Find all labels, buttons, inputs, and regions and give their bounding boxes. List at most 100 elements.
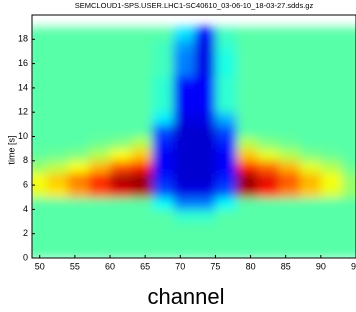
heatmap-cell (110, 88, 132, 101)
heatmap-cell (173, 149, 195, 162)
heatmap-cell (110, 222, 132, 235)
heatmap-cell (68, 234, 90, 247)
heatmap-cell (152, 39, 174, 52)
heatmap-cell (215, 185, 237, 198)
heatmap-cell (279, 209, 301, 222)
heatmap-cell (237, 76, 259, 89)
heatmap-cell (110, 64, 132, 77)
heatmap-cell (321, 173, 343, 186)
heatmap-cell (342, 197, 356, 210)
heatmap-cell (110, 100, 132, 113)
heatmap-cell (279, 222, 301, 235)
heatmap-cell (68, 137, 90, 150)
heatmap-cell (68, 185, 90, 198)
heatmap-cell (194, 64, 216, 77)
heatmap-cell (342, 100, 356, 113)
heatmap-cell (321, 137, 343, 150)
heatmap-cell (89, 51, 111, 64)
heatmap-cell (300, 234, 322, 247)
heatmap-cell (89, 197, 111, 210)
x-tick-label: 80 (246, 261, 256, 271)
heatmap-cell (194, 39, 216, 52)
y-tick-label: 10 (18, 131, 28, 141)
heatmap-cell (173, 124, 195, 137)
heatmap-cell (237, 88, 259, 101)
heatmap-cell (194, 197, 216, 210)
heatmap-cell (237, 51, 259, 64)
heatmap-cell (321, 112, 343, 125)
heatmap-cell (215, 149, 237, 162)
heatmap-cell (237, 185, 259, 198)
heatmap-cell (89, 88, 111, 101)
x-tick-label: 60 (105, 261, 115, 271)
heatmap-cell (47, 51, 69, 64)
heatmap-cell (194, 100, 216, 113)
heatmap-cell (68, 246, 90, 259)
heatmap-cell (342, 222, 356, 235)
heatmap-cell (26, 209, 48, 222)
heatmap-cell (131, 222, 153, 235)
y-tick-label: 12 (18, 107, 28, 117)
heatmap-cell (152, 137, 174, 150)
heatmap-cell (173, 88, 195, 101)
heatmap-cell (321, 88, 343, 101)
heatmap-cell (68, 222, 90, 235)
heatmap-cell (300, 27, 322, 40)
heatmap-cell (47, 64, 69, 77)
heatmap-cell (258, 209, 280, 222)
heatmap-cell (215, 51, 237, 64)
heatmap-cell (194, 124, 216, 137)
heatmap-cell (152, 173, 174, 186)
heatmap-cell (194, 161, 216, 174)
heatmap-cell (173, 51, 195, 64)
heatmap-cell (194, 27, 216, 40)
heatmap-cell (131, 112, 153, 125)
heatmap-cell (152, 161, 174, 174)
heatmap-cell (342, 234, 356, 247)
heatmap-cell (342, 209, 356, 222)
heatmap-cell (321, 185, 343, 198)
heatmap-cell (279, 137, 301, 150)
heatmap-cell (342, 64, 356, 77)
heatmap-cell (89, 246, 111, 259)
heatmap-cell (26, 124, 48, 137)
heatmap-cell (342, 246, 356, 259)
heatmap-cell (321, 100, 343, 113)
heatmap-cell (173, 185, 195, 198)
heatmap-cell (152, 246, 174, 259)
heatmap-cell (89, 76, 111, 89)
heatmap-cell (68, 197, 90, 210)
heatmap-cell (26, 149, 48, 162)
heatmap-cell (258, 100, 280, 113)
heatmap-cell (194, 185, 216, 198)
heatmap-cell (279, 27, 301, 40)
heatmap-cell (279, 39, 301, 52)
heatmap-cell (279, 88, 301, 101)
heatmap-cell (321, 27, 343, 40)
heatmap-cell (215, 161, 237, 174)
heatmap-cell (68, 112, 90, 125)
heatmap-cell (279, 161, 301, 174)
heatmap-cell (321, 39, 343, 52)
heatmap-cell (110, 149, 132, 162)
heatmap-cell (131, 209, 153, 222)
heatmap-cell (152, 27, 174, 40)
heatmap-cell (215, 112, 237, 125)
heatmap-cell (152, 124, 174, 137)
heatmap-cell (173, 112, 195, 125)
heatmap-cell (215, 197, 237, 210)
y-tick-label: 14 (18, 82, 28, 92)
heatmap-cell (68, 209, 90, 222)
heatmap-cell (215, 100, 237, 113)
heatmap-cell (89, 149, 111, 162)
heatmap-cell (47, 197, 69, 210)
heatmap-cell (68, 39, 90, 52)
heatmap-cell (215, 246, 237, 259)
heatmap-cell (342, 76, 356, 89)
heatmap-cell (258, 27, 280, 40)
heatmap-cell (26, 51, 48, 64)
heatmap-cell (258, 64, 280, 77)
heatmap-cell (131, 39, 153, 52)
heatmap-cell (258, 246, 280, 259)
heatmap-cell (152, 197, 174, 210)
